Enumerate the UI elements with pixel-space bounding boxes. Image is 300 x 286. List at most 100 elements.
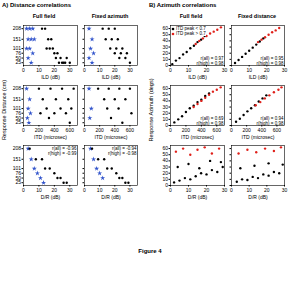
html-text:Full field: Full field [32, 13, 56, 19]
svg-text:600: 600 [213, 127, 222, 133]
svg-text:10: 10 [36, 187, 42, 193]
svg-text:600: 600 [273, 127, 282, 133]
svg-text:30: 30 [127, 187, 133, 193]
svg-text:50: 50 [162, 91, 168, 97]
svg-text:600: 600 [66, 127, 75, 133]
svg-text:0: 0 [83, 67, 86, 73]
svg-text:10: 10 [246, 67, 252, 73]
svg-text:208: 208 [13, 145, 22, 151]
svg-text:30: 30 [162, 104, 168, 110]
html-text:A) Distance correlations: A) Distance correlations [2, 2, 71, 8]
svg-text:20: 20 [112, 187, 118, 193]
html-text:Fixed azimuth: Fixed azimuth [91, 13, 129, 19]
svg-text:400: 400 [50, 127, 59, 133]
svg-text:60: 60 [162, 25, 168, 31]
svg-text:0: 0 [230, 187, 233, 193]
svg-text:0: 0 [165, 62, 168, 68]
svg-text:208: 208 [13, 85, 22, 91]
svg-text:ITD (microsec): ITD (microsec) [95, 134, 128, 140]
svg-text:600: 600 [126, 127, 135, 133]
svg-text:0: 0 [169, 67, 172, 73]
svg-text:ITD (microsec): ITD (microsec) [181, 134, 214, 140]
svg-text:0: 0 [230, 127, 233, 133]
svg-text:r(all) = -0.94r(high) = -0.98: r(all) = -0.94r(high) = -0.98 [108, 146, 137, 156]
svg-text:D/R (dB): D/R (dB) [41, 194, 61, 200]
svg-text:20: 20 [52, 187, 58, 193]
svg-text:30: 30 [162, 44, 168, 50]
svg-text:400: 400 [258, 127, 267, 133]
svg-text:10: 10 [162, 56, 168, 62]
svg-text:20: 20 [204, 67, 210, 73]
svg-text:20: 20 [162, 170, 168, 176]
svg-text:0: 0 [165, 122, 168, 128]
svg-text:151: 151 [13, 96, 22, 102]
svg-text:r(all) = 0.97r(high) = 0.98: r(all) = 0.97r(high) = 0.98 [197, 56, 224, 66]
svg-text:0: 0 [165, 182, 168, 188]
svg-text:ILD (dB): ILD (dB) [188, 74, 207, 80]
svg-text:r(all) = 0.94r(high) = 0.98: r(all) = 0.94r(high) = 0.98 [257, 116, 284, 126]
svg-text:101: 101 [13, 165, 22, 171]
svg-text:ITD (microsec): ITD (microsec) [34, 134, 67, 140]
html-text:Response Distance (cm): Response Distance (cm) [1, 79, 7, 141]
svg-text:D/R (dB): D/R (dB) [248, 194, 268, 200]
svg-text:r(all) = 0.69r(high) = 0.98: r(all) = 0.69r(high) = 0.98 [197, 116, 224, 126]
svg-text:20: 20 [52, 67, 58, 73]
svg-text:ILD (dB): ILD (dB) [41, 74, 60, 80]
svg-text:151: 151 [13, 36, 22, 42]
svg-text:0: 0 [83, 127, 86, 133]
svg-text:20: 20 [112, 67, 118, 73]
svg-text:101: 101 [13, 45, 22, 51]
svg-text:D/R (dB): D/R (dB) [188, 194, 208, 200]
svg-text:30: 30 [282, 67, 288, 73]
svg-text:0: 0 [230, 67, 233, 73]
svg-text:ILD (dB): ILD (dB) [249, 74, 268, 80]
svg-text:30: 30 [67, 187, 73, 193]
svg-text:ITD (microsec): ITD (microsec) [242, 134, 275, 140]
svg-text:10: 10 [97, 187, 103, 193]
svg-text:ILD (dB): ILD (dB) [102, 74, 121, 80]
svg-text:200: 200 [95, 127, 104, 133]
svg-text:10: 10 [97, 67, 103, 73]
svg-text:60: 60 [162, 85, 168, 91]
svg-text:30: 30 [127, 67, 133, 73]
svg-text:30: 30 [222, 67, 228, 73]
svg-text:10: 10 [162, 176, 168, 182]
svg-text:208: 208 [13, 25, 22, 31]
svg-text:50: 50 [162, 31, 168, 37]
svg-text:50: 50 [162, 151, 168, 157]
svg-text:10: 10 [162, 116, 168, 122]
svg-text:40: 40 [162, 37, 168, 43]
svg-text:D/R (dB): D/R (dB) [101, 194, 121, 200]
svg-text:r(all) = -0.96r(high) = -0.99: r(all) = -0.96r(high) = -0.99 [48, 146, 77, 156]
svg-text:0: 0 [169, 127, 172, 133]
svg-text:20: 20 [162, 110, 168, 116]
svg-text:200: 200 [242, 127, 251, 133]
svg-text:30: 30 [222, 187, 228, 193]
svg-text:151: 151 [13, 156, 22, 162]
svg-text:0: 0 [83, 187, 86, 193]
svg-text:200: 200 [182, 127, 191, 133]
svg-text:10: 10 [36, 67, 42, 73]
svg-text:30: 30 [67, 67, 73, 73]
svg-text:10: 10 [246, 187, 252, 193]
svg-text:0: 0 [169, 187, 172, 193]
svg-text:400: 400 [111, 127, 120, 133]
svg-text:10: 10 [186, 187, 192, 193]
svg-text:30: 30 [282, 187, 288, 193]
svg-text:101: 101 [13, 105, 22, 111]
svg-text:0: 0 [22, 127, 25, 133]
svg-text:10: 10 [186, 67, 192, 73]
svg-text:20: 20 [162, 50, 168, 56]
svg-text:0: 0 [22, 67, 25, 73]
svg-text:20: 20 [204, 187, 210, 193]
svg-text:400: 400 [197, 127, 206, 133]
svg-text:30: 30 [162, 164, 168, 170]
svg-text:60: 60 [162, 145, 168, 151]
svg-text:20: 20 [264, 67, 270, 73]
svg-text:200: 200 [35, 127, 44, 133]
svg-text:r(all) = 0.95r(high) = 0.98: r(all) = 0.95r(high) = 0.98 [257, 56, 284, 66]
svg-text:40: 40 [162, 97, 168, 103]
svg-text:20: 20 [264, 187, 270, 193]
svg-text:40: 40 [162, 157, 168, 163]
svg-text:0: 0 [22, 187, 25, 193]
